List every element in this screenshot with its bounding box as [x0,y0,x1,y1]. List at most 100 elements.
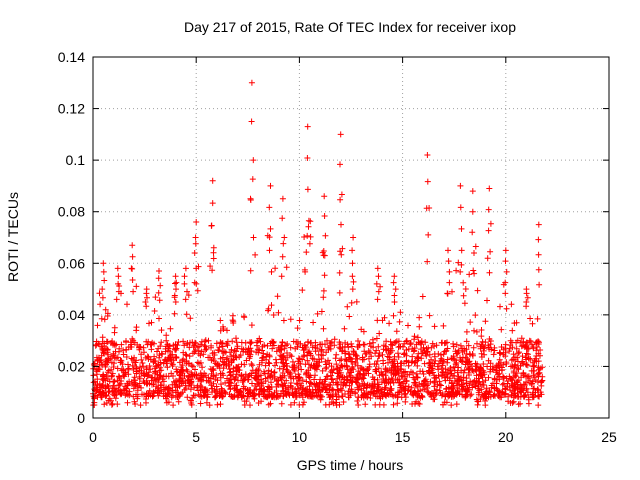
data-point [167,355,174,362]
data-point [186,353,193,360]
data-point [328,363,335,370]
data-point [391,363,398,370]
data-point [255,349,262,356]
data-point [326,343,333,349]
data-point [384,390,391,397]
data-point [196,360,203,367]
data-point [327,340,334,347]
data-point [253,367,260,374]
data-point [201,387,208,394]
data-point [208,222,215,229]
data-point [393,328,400,335]
data-point [284,363,291,369]
data-point [328,375,335,382]
data-point [159,351,166,358]
data-point [96,366,103,373]
data-point [403,337,410,344]
data-point [535,350,542,357]
data-point [279,215,286,222]
data-point [346,354,353,361]
data-point [519,359,525,366]
data-point [349,343,355,350]
data-point [266,247,273,254]
data-point [118,341,125,348]
data-point [397,309,404,316]
data-point [438,392,445,399]
data-point [520,338,527,345]
data-point [394,400,401,407]
data-point [121,373,128,380]
data-point [535,266,542,273]
data-point [284,341,291,347]
data-point [187,315,194,322]
data-point [190,392,197,399]
data-point [376,352,383,359]
data-point [288,353,295,360]
data-point [361,341,368,348]
data-point [534,392,541,399]
data-point [438,365,445,372]
data-point [278,273,285,280]
data-point [362,350,369,357]
data-point [496,349,503,356]
data-point [390,371,397,378]
data-point [525,351,531,358]
data-point [338,191,345,198]
data-point [448,379,455,386]
data-point [336,367,343,374]
data-point [305,217,312,224]
data-point [533,358,540,365]
data-point [108,401,115,408]
data-point [460,292,467,299]
data-point [191,372,198,379]
data-point [386,320,393,327]
data-point [466,271,473,278]
data-point [146,320,152,327]
data-point [511,320,518,327]
data-point [461,300,468,307]
data-point [96,380,103,387]
data-point [348,369,355,376]
data-point [283,264,290,271]
data-point [482,339,489,346]
data-point [445,247,451,254]
data-point [394,394,401,401]
data-point [233,339,240,346]
data-point [423,352,430,359]
data-point [296,374,302,381]
data-point [303,378,310,385]
data-point [257,338,264,345]
data-point [224,327,230,334]
data-point [307,350,313,357]
data-point [527,315,534,322]
data-point [296,317,303,324]
data-point [441,348,448,355]
data-point [339,393,346,400]
data-point [417,340,424,346]
data-point [217,339,224,346]
data-point [117,357,124,364]
data-point [474,287,481,294]
data-point [402,387,409,393]
data-point [487,389,493,396]
data-point [350,278,357,285]
data-point [496,390,502,397]
data-point [194,359,201,366]
data-point [414,392,420,398]
data-point [418,341,425,348]
data-point [431,343,438,350]
data-point [144,353,151,360]
data-point [299,377,306,384]
data-point [287,344,294,351]
data-point [381,389,388,396]
data-point [301,399,307,406]
data-point [381,314,388,321]
data-point [180,338,187,345]
data-point [454,382,461,389]
data-point [181,273,188,280]
data-point [283,377,290,384]
data-point [484,255,491,262]
data-point [323,364,330,371]
data-point [349,247,356,254]
data-point [200,351,207,358]
